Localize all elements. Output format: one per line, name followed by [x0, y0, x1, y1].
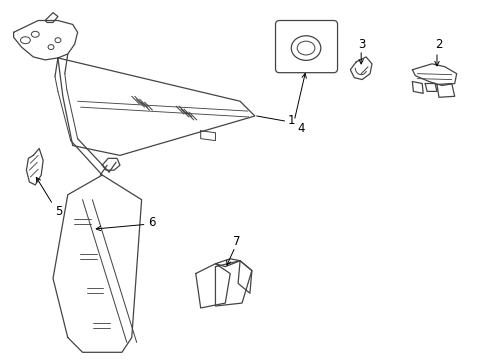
Text: 5: 5	[55, 205, 62, 218]
Text: 3: 3	[358, 38, 365, 51]
Text: 2: 2	[434, 38, 442, 51]
Text: 7: 7	[233, 235, 240, 248]
Text: 1: 1	[287, 114, 294, 127]
Text: 4: 4	[297, 122, 304, 135]
Text: 6: 6	[148, 216, 156, 229]
